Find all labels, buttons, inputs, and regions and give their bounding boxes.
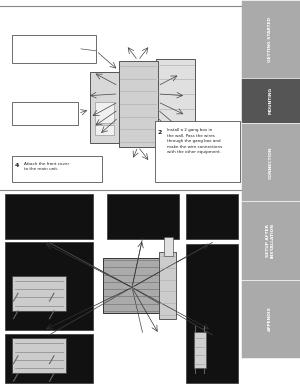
Bar xyxy=(94,125,114,135)
Bar xyxy=(241,201,300,280)
Bar xyxy=(106,194,178,239)
Bar xyxy=(118,61,158,147)
Text: Attach the front cover
to the main unit.: Attach the front cover to the main unit. xyxy=(24,162,69,171)
Bar xyxy=(241,78,300,123)
Bar xyxy=(241,123,300,201)
Bar xyxy=(159,252,175,319)
Bar xyxy=(12,35,96,63)
Text: CONNECTION: CONNECTION xyxy=(268,146,272,179)
Bar xyxy=(12,156,102,182)
Bar xyxy=(156,59,195,145)
Text: 2: 2 xyxy=(158,130,162,135)
Text: GETTING STARTED: GETTING STARTED xyxy=(268,16,272,62)
Text: APPENDIX: APPENDIX xyxy=(268,306,272,331)
Text: Install a 2 gang box in
the wall. Pass the wires
through the gang box and
make t: Install a 2 gang box in the wall. Pass t… xyxy=(167,128,222,154)
Bar xyxy=(186,244,238,383)
Bar xyxy=(241,0,300,78)
Bar xyxy=(4,194,93,239)
Text: MOUNTING: MOUNTING xyxy=(268,87,272,114)
Bar xyxy=(154,121,240,182)
Bar xyxy=(4,334,93,383)
Polygon shape xyxy=(12,276,66,311)
Bar xyxy=(94,102,114,123)
Text: 4: 4 xyxy=(15,163,20,169)
Bar xyxy=(186,194,238,239)
Text: SETUP AFTER
INSTALLATION: SETUP AFTER INSTALLATION xyxy=(266,223,275,258)
Bar xyxy=(194,332,206,368)
Bar xyxy=(4,242,93,330)
Bar xyxy=(241,280,300,358)
Bar xyxy=(90,72,120,143)
Bar xyxy=(103,258,164,313)
Bar xyxy=(164,237,173,256)
Polygon shape xyxy=(12,338,66,373)
Bar xyxy=(12,102,78,125)
